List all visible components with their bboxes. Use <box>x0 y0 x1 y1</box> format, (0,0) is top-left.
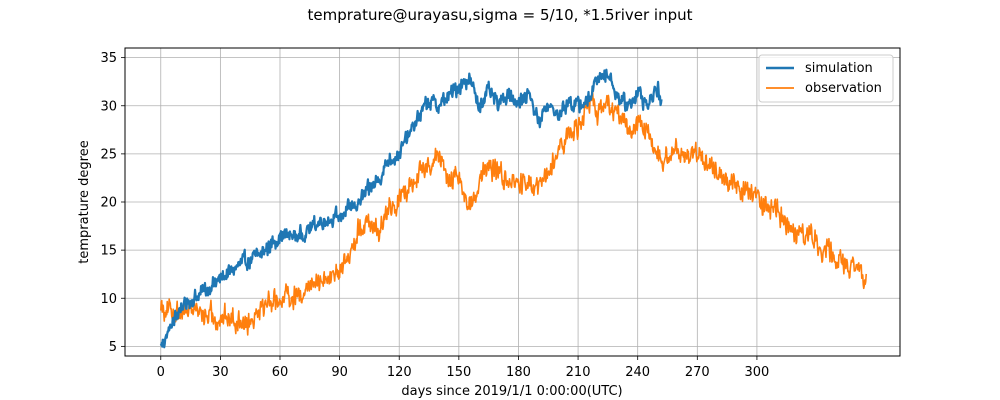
x-axis: 0 30 60 90 120 150 180 210 240 270 300 <box>157 356 770 380</box>
legend-label-simulation: simulation <box>805 61 873 76</box>
y-tick-label: 35 <box>100 51 117 66</box>
y-axis: 5 10 15 20 25 30 35 <box>100 51 125 355</box>
x-axis-label: days since 2019/1/1 0:00:00(UTC) <box>401 384 622 399</box>
x-tick-label: 60 <box>272 365 289 380</box>
y-tick-label: 10 <box>100 292 117 307</box>
x-tick-label: 0 <box>157 365 165 380</box>
x-tick-label: 210 <box>566 365 591 380</box>
chart-title: temprature@urayasu,sigma = 5/10, *1.5riv… <box>307 6 692 24</box>
x-tick-label: 90 <box>331 365 348 380</box>
legend: simulation observation <box>758 54 894 103</box>
y-tick-label: 30 <box>100 99 117 114</box>
y-tick-label: 20 <box>100 196 117 211</box>
y-axis-label: temprature degree <box>77 140 92 263</box>
y-tick-label: 5 <box>109 340 117 355</box>
series-line-simulation <box>159 68 663 349</box>
y-tick-label: 15 <box>100 244 117 259</box>
y-tick-label: 25 <box>100 147 117 162</box>
x-tick-label: 30 <box>212 365 229 380</box>
series-line-observation <box>159 89 868 336</box>
x-tick-label: 300 <box>745 365 770 380</box>
series-layer <box>159 68 868 349</box>
x-tick-label: 270 <box>685 365 710 380</box>
x-tick-label: 150 <box>446 365 471 380</box>
x-tick-label: 240 <box>625 365 650 380</box>
x-tick-label: 120 <box>387 365 412 380</box>
x-tick-label: 180 <box>506 365 531 380</box>
legend-label-observation: observation <box>805 81 882 96</box>
